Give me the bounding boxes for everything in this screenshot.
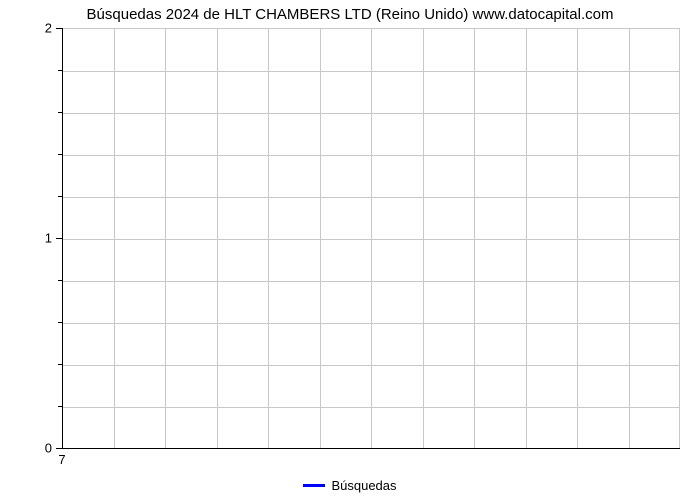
legend: Búsquedas: [0, 478, 700, 493]
y-tick-minor: [58, 112, 62, 113]
chart-title: Búsquedas 2024 de HLT CHAMBERS LTD (Rein…: [0, 6, 700, 23]
legend-swatch: [303, 484, 325, 487]
gridline-vertical: [371, 29, 372, 448]
legend-label: Búsquedas: [331, 478, 396, 493]
gridline-vertical: [217, 29, 218, 448]
y-tick-minor: [58, 196, 62, 197]
gridline-vertical: [268, 29, 269, 448]
y-tick-major: [56, 28, 62, 29]
x-tick-label: 7: [58, 452, 65, 467]
y-tick-label: 2: [0, 21, 52, 36]
y-axis-line: [62, 28, 63, 448]
y-tick-major: [56, 448, 62, 449]
gridline-vertical: [423, 29, 424, 448]
y-tick-minor: [58, 70, 62, 71]
y-tick-label: 0: [0, 441, 52, 456]
y-tick-minor: [58, 280, 62, 281]
chart-container: Búsquedas 2024 de HLT CHAMBERS LTD (Rein…: [0, 0, 700, 500]
y-tick-minor: [58, 322, 62, 323]
y-tick-major: [56, 238, 62, 239]
gridline-vertical: [474, 29, 475, 448]
gridline-vertical: [320, 29, 321, 448]
y-tick-minor: [58, 154, 62, 155]
x-axis-line: [62, 448, 680, 449]
y-tick-label: 1: [0, 231, 52, 246]
gridline-vertical: [114, 29, 115, 448]
gridline-vertical: [577, 29, 578, 448]
plot-area: [62, 28, 680, 448]
gridline-vertical: [629, 29, 630, 448]
y-tick-minor: [58, 364, 62, 365]
gridline-vertical: [526, 29, 527, 448]
y-tick-minor: [58, 406, 62, 407]
gridline-vertical: [165, 29, 166, 448]
